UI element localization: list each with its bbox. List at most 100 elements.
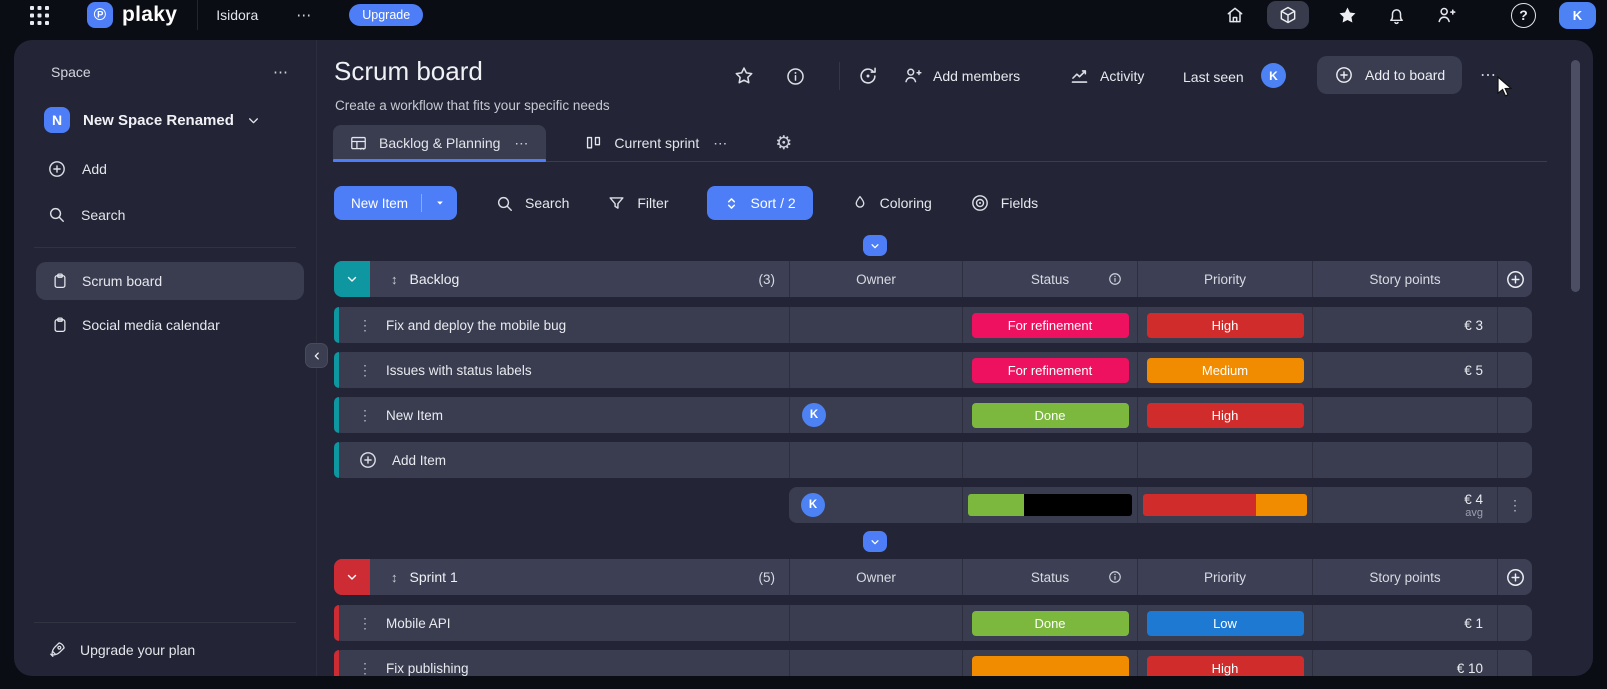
upgrade-plan-button[interactable]: Upgrade your plan	[34, 640, 296, 660]
table-row[interactable]: ⋮ New Item K Done High	[334, 397, 1532, 433]
add-column-button[interactable]	[1497, 261, 1532, 297]
chevron-down-icon[interactable]	[435, 198, 445, 208]
owner-avatar[interactable]: K	[801, 493, 825, 517]
column-header-priority[interactable]: Priority	[1137, 261, 1312, 297]
space-menu-icon[interactable]: ⋯	[273, 63, 290, 81]
column-header-owner[interactable]: Owner	[789, 261, 962, 297]
column-header-status[interactable]: Status	[962, 559, 1137, 595]
sidebar-search-button[interactable]: Search	[47, 205, 302, 224]
info-icon[interactable]	[1108, 570, 1122, 584]
summary-menu-icon[interactable]: ⋮	[1497, 487, 1532, 523]
points-cell[interactable]: € 1	[1312, 605, 1497, 641]
help-icon[interactable]: ?	[1511, 2, 1536, 28]
sort-button[interactable]: Sort / 2	[706, 186, 813, 220]
table-row[interactable]: ⋮ Fix publishing High € 10	[334, 650, 1532, 676]
add-to-board-button[interactable]: Add to board	[1317, 56, 1463, 94]
group-name-cell[interactable]: ↕ Backlog (3)	[370, 261, 789, 297]
row-menu-icon[interactable]: ⋮	[358, 317, 372, 333]
table-row[interactable]: ⋮ Mobile API Done Low € 1	[334, 605, 1532, 641]
activity-button[interactable]: Activity	[1069, 65, 1144, 86]
group-collapse-toggle[interactable]	[334, 261, 370, 297]
priority-badge[interactable]: High	[1146, 655, 1304, 676]
home-icon[interactable]	[1225, 5, 1245, 25]
new-item-button[interactable]: New Item	[334, 186, 458, 220]
item-title[interactable]: Fix and deploy the mobile bug	[386, 317, 567, 333]
row-menu-icon[interactable]: ⋮	[358, 660, 372, 676]
app-grid-icon[interactable]	[30, 5, 49, 25]
status-badge[interactable]: For refinement	[971, 357, 1129, 383]
column-header-priority[interactable]: Priority	[1137, 559, 1312, 595]
sidebar-item-scrum-board[interactable]: Scrum board	[36, 262, 304, 300]
table-row[interactable]: ⋮ Issues with status labels For refineme…	[334, 352, 1532, 388]
filter-button[interactable]: Filter	[607, 194, 669, 213]
owner-avatar[interactable]: K	[802, 403, 826, 427]
item-title[interactable]: New Item	[386, 407, 444, 423]
points-cell[interactable]: € 10	[1312, 650, 1497, 676]
favorite-star-icon[interactable]	[733, 65, 755, 87]
priority-badge[interactable]: High	[1146, 312, 1304, 338]
points-cell[interactable]	[1312, 397, 1497, 433]
status-badge[interactable]: Done	[971, 402, 1129, 428]
add-members-button[interactable]: Add members	[902, 65, 1020, 86]
last-seen-avatar[interactable]: K	[1261, 63, 1286, 88]
points-cell[interactable]: € 5	[1312, 352, 1497, 388]
info-icon[interactable]	[1108, 272, 1122, 286]
owner-cell[interactable]	[789, 650, 962, 676]
coloring-button[interactable]: Coloring	[851, 194, 932, 212]
board-menu-icon[interactable]: ⋯	[1480, 67, 1498, 84]
priority-badge[interactable]: Medium	[1146, 357, 1304, 383]
item-title[interactable]: Fix publishing	[386, 660, 469, 676]
workspace-menu-icon[interactable]: ⋯	[296, 6, 314, 24]
summary-owner-cell[interactable]: K	[789, 487, 962, 523]
priority-badge[interactable]: High	[1146, 402, 1304, 428]
collapse-column-button[interactable]	[863, 531, 887, 552]
products-cube-icon[interactable]	[1267, 1, 1309, 29]
vertical-scrollbar[interactable]	[1571, 60, 1580, 292]
priority-badge[interactable]: Low	[1146, 610, 1304, 636]
points-cell[interactable]: € 3	[1312, 307, 1497, 343]
sidebar-item-social-media-calendar[interactable]: Social media calendar	[36, 306, 304, 344]
status-badge[interactable]: Done	[971, 610, 1129, 636]
column-header-points[interactable]: Story points	[1312, 559, 1497, 595]
status-badge[interactable]: For refinement	[971, 312, 1129, 338]
summary-priority-cell[interactable]	[1137, 487, 1312, 523]
workspace-name[interactable]: Isidora	[216, 7, 259, 23]
tab-menu-icon[interactable]: ⋯	[514, 135, 531, 151]
item-title[interactable]: Mobile API	[386, 615, 451, 631]
tab-current-sprint[interactable]: Current sprint ⋯	[568, 125, 745, 161]
info-icon[interactable]	[785, 66, 806, 87]
drag-handle-icon[interactable]: ↕	[391, 569, 398, 585]
sidebar-collapse-button[interactable]	[305, 343, 328, 368]
row-menu-icon[interactable]: ⋮	[358, 615, 372, 631]
owner-cell[interactable]	[789, 307, 962, 343]
owner-cell[interactable]: K	[789, 397, 962, 433]
views-settings-gear-icon[interactable]: ⚙	[775, 132, 793, 154]
row-menu-icon[interactable]: ⋮	[358, 362, 372, 378]
plaky-logo-icon[interactable]: ℗	[87, 2, 113, 28]
sync-icon[interactable]	[857, 65, 879, 87]
notifications-bell-icon[interactable]	[1386, 5, 1407, 26]
owner-cell[interactable]	[789, 605, 962, 641]
tab-backlog-planning[interactable]: Backlog & Planning ⋯	[333, 125, 547, 162]
summary-status-cell[interactable]	[962, 487, 1137, 523]
add-item-row[interactable]: Add Item	[334, 442, 1532, 478]
item-title[interactable]: Issues with status labels	[386, 362, 532, 378]
column-header-owner[interactable]: Owner	[789, 559, 962, 595]
tab-menu-icon[interactable]: ⋯	[713, 135, 730, 151]
summary-points-cell[interactable]: € 4 avg	[1312, 487, 1497, 523]
space-selector[interactable]: N New Space Renamed	[44, 107, 302, 133]
fields-button[interactable]: Fields	[970, 193, 1038, 213]
search-button[interactable]: Search	[495, 194, 569, 213]
sidebar-add-button[interactable]: Add	[47, 159, 302, 179]
group-collapse-toggle[interactable]	[334, 559, 370, 595]
collapse-column-button[interactable]	[863, 235, 887, 256]
column-header-status[interactable]: Status	[962, 261, 1137, 297]
upgrade-button[interactable]: Upgrade	[349, 4, 424, 26]
user-avatar[interactable]: K	[1559, 1, 1596, 29]
favorites-star-icon[interactable]	[1337, 5, 1358, 26]
table-row[interactable]: ⋮ Fix and deploy the mobile bug For refi…	[334, 307, 1532, 343]
row-menu-icon[interactable]: ⋮	[358, 407, 372, 423]
owner-cell[interactable]	[789, 352, 962, 388]
invite-person-icon[interactable]	[1435, 4, 1457, 26]
column-header-points[interactable]: Story points	[1312, 261, 1497, 297]
